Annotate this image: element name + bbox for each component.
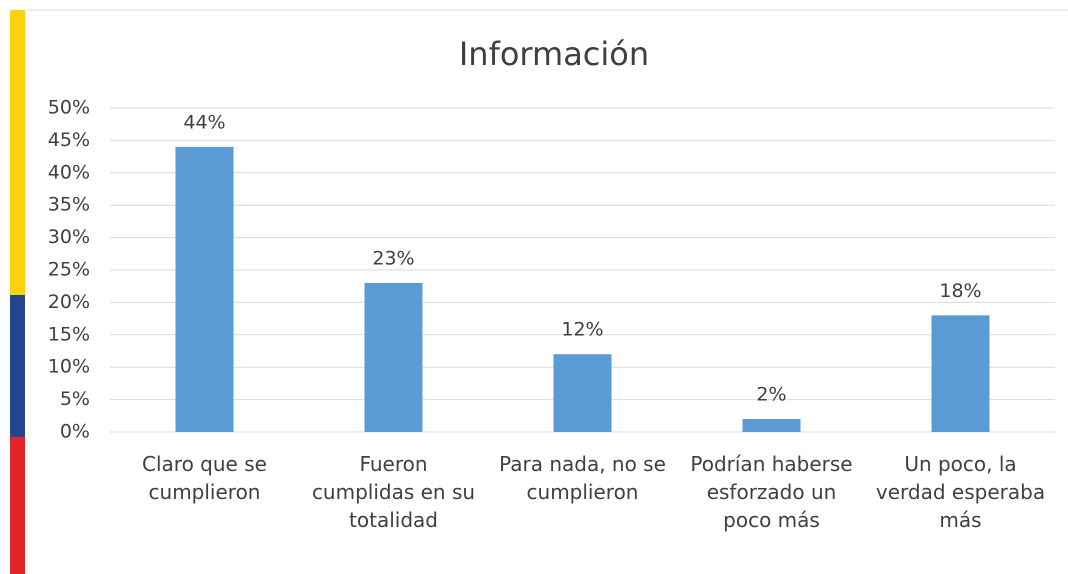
data-label: 12% — [561, 319, 603, 341]
x-tick-label: Un poco, la verdad esperaba más — [875, 452, 1046, 532]
x-tick-label: Para nada, no se cumplieron — [499, 452, 666, 504]
stripe-red — [10, 437, 25, 574]
y-tick-label: 45% — [48, 129, 90, 151]
data-label: 23% — [372, 247, 414, 269]
chart-title: Información — [459, 35, 649, 73]
y-tick-label: 0% — [60, 421, 90, 443]
data-label: 44% — [183, 111, 225, 133]
data-label: 18% — [939, 280, 981, 302]
bar — [931, 315, 990, 432]
x-tick-label: Fueron cumplidas en su totalidad — [311, 452, 476, 532]
y-tick-label: 50% — [48, 97, 90, 119]
x-tick-label: Podrían haberse esforzado un poco más — [690, 452, 853, 532]
y-tick-label: 35% — [48, 194, 90, 216]
y-tick-label: 20% — [48, 291, 90, 313]
y-tick-label: 10% — [48, 356, 90, 378]
y-tick-label: 15% — [48, 323, 90, 345]
bar — [364, 282, 423, 432]
y-tick-label: 40% — [48, 161, 90, 183]
bar — [553, 354, 612, 432]
stripe-blue — [10, 295, 25, 437]
x-tick-label: Claro que se cumplieron — [142, 452, 267, 504]
stripe-yellow — [10, 10, 25, 295]
y-tick-label: 25% — [48, 259, 90, 281]
bar — [175, 146, 234, 432]
bar — [742, 419, 801, 432]
y-tick-label: 5% — [60, 388, 90, 410]
y-tick-label: 30% — [48, 226, 90, 248]
data-label: 2% — [756, 384, 786, 406]
